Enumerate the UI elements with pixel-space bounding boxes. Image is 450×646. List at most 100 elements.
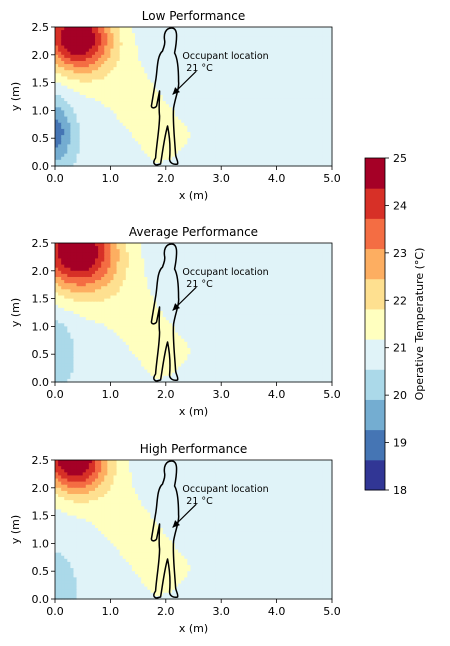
heatmap-cell — [301, 27, 305, 31]
heatmap-cell — [227, 30, 232, 34]
heatmap-cell — [122, 48, 127, 53]
heatmap-cell — [110, 27, 115, 31]
heatmap-cell — [171, 36, 176, 40]
heatmap-cell — [141, 30, 145, 34]
heatmap-cell — [135, 48, 139, 53]
heatmap-cell — [285, 27, 290, 31]
heatmap-cell — [116, 51, 121, 56]
heatmap-cell — [165, 51, 170, 56]
heatmap-cell — [131, 39, 136, 44]
heatmap-cell — [147, 48, 152, 53]
heatmap-cell — [288, 33, 293, 37]
heatmap-cell — [70, 36, 75, 40]
heatmap-cell — [91, 27, 96, 31]
heatmap-cell — [91, 33, 96, 37]
heatmap-cell — [110, 51, 115, 56]
heatmap-cell — [181, 36, 185, 40]
heatmap-cell — [184, 45, 188, 50]
heatmap-cell — [141, 36, 145, 40]
heatmap-cell — [119, 51, 124, 56]
heatmap-cell — [319, 27, 324, 31]
heatmap-cell — [285, 45, 290, 50]
heatmap-cell — [208, 51, 213, 56]
heatmap-cell — [245, 39, 250, 44]
heatmap-cell — [150, 36, 155, 40]
heatmap-cell — [150, 42, 155, 47]
heatmap-cell — [258, 30, 262, 34]
heatmap-cell — [282, 48, 287, 53]
heatmap-cell — [208, 42, 213, 47]
heatmap-cell — [159, 27, 164, 31]
heatmap-cell — [313, 45, 318, 50]
heatmap-cell — [258, 45, 262, 50]
heatmap-cell — [85, 36, 90, 40]
heatmap-cell — [98, 48, 102, 53]
heatmap-cell — [193, 51, 198, 56]
heatmap-cell — [239, 45, 244, 50]
heatmap-cell — [328, 42, 333, 47]
heatmap-cell — [135, 27, 139, 31]
heatmap-cell — [230, 33, 235, 37]
heatmap-cell — [282, 42, 287, 47]
heatmap-cell — [153, 30, 158, 34]
heatmap-cell — [242, 48, 247, 53]
heatmap-cell — [110, 33, 115, 37]
heatmap-cell — [248, 30, 253, 34]
heatmap-cell — [224, 51, 228, 56]
heatmap-cell — [264, 48, 268, 53]
heatmap-cell — [135, 30, 139, 34]
heatmap-cell — [95, 51, 99, 56]
heatmap-cell — [156, 27, 161, 31]
heatmap-cell — [248, 48, 253, 53]
heatmap-cell — [101, 30, 105, 34]
heatmap-cell — [171, 33, 176, 37]
heatmap-cell — [291, 27, 296, 31]
heatmap-cell — [85, 42, 90, 47]
heatmap-cell — [76, 42, 81, 47]
heatmap-cell — [264, 33, 268, 37]
heatmap-cell — [122, 42, 127, 47]
heatmap-cell — [205, 45, 210, 50]
heatmap-cell — [230, 30, 235, 34]
heatmap-cell — [236, 51, 241, 56]
heatmap-cell — [116, 45, 121, 50]
heatmap-cell — [178, 39, 182, 44]
heatmap-cell — [79, 51, 84, 56]
heatmap-cell — [147, 33, 152, 37]
heatmap-cell — [58, 36, 62, 40]
heatmap-cell — [79, 48, 84, 53]
heatmap-cell — [282, 30, 287, 34]
heatmap-cell — [193, 30, 198, 34]
heatmap-cell — [242, 51, 247, 56]
heatmap-cell — [295, 36, 299, 40]
heatmap-cell — [221, 33, 225, 37]
heatmap-cell — [128, 27, 133, 31]
heatmap-cell — [55, 30, 59, 34]
heatmap-cell — [196, 27, 201, 31]
heatmap-cell — [178, 45, 182, 50]
heatmap-cell — [211, 48, 216, 53]
heatmap-cell — [104, 45, 108, 50]
heatmap-cell — [239, 48, 244, 53]
heatmap-cell — [221, 36, 225, 40]
heatmap-cell — [261, 33, 265, 37]
heatmap-cell — [245, 27, 250, 31]
heatmap-cell — [171, 51, 176, 56]
heatmap-cell — [79, 30, 84, 34]
heatmap-cell — [298, 39, 302, 44]
heatmap-cell — [236, 48, 241, 53]
heatmap-cell — [67, 33, 71, 37]
heatmap-cell — [168, 42, 173, 47]
heatmap-cell — [291, 51, 296, 56]
heatmap-cell — [218, 27, 222, 31]
heatmap-cell — [264, 27, 268, 31]
heatmap-cell — [233, 48, 238, 53]
heatmap-cell — [264, 36, 268, 40]
heatmap-cell — [211, 27, 216, 31]
heatmap-cell — [251, 51, 256, 56]
heatmap-cell — [125, 42, 130, 47]
heatmap-cell — [325, 36, 330, 40]
heatmap-cell — [190, 39, 195, 44]
heatmap-cell — [61, 48, 65, 53]
